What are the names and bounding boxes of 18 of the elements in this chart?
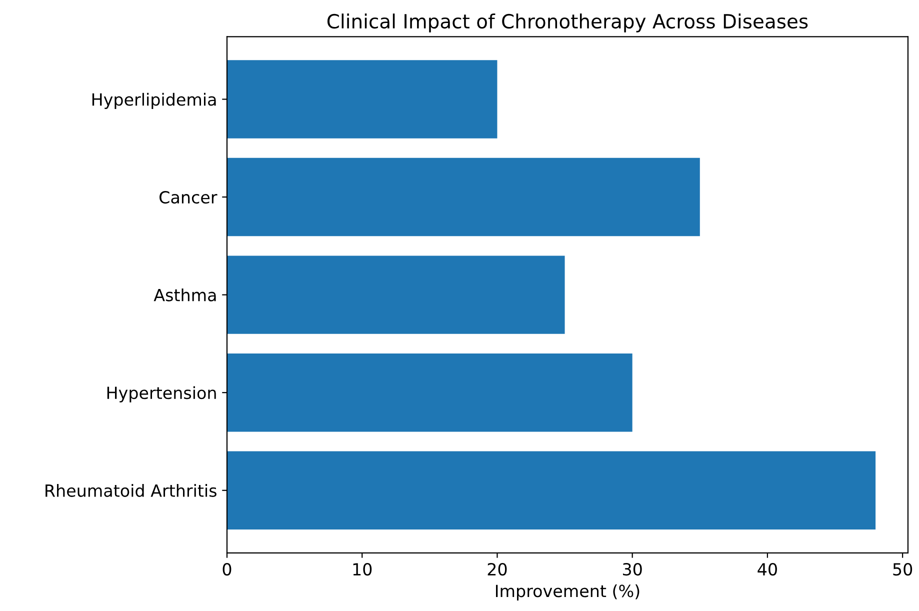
y-tick-label: Cancer — [160, 190, 218, 204]
x-tick-label: 50 — [893, 562, 912, 576]
x-axis-title: Improvement (%) — [496, 584, 640, 600]
x-tick-label: 40 — [758, 562, 777, 576]
bar — [226, 158, 700, 236]
y-tick-label: Hypertension — [107, 386, 216, 402]
bar — [226, 353, 632, 432]
bar — [226, 451, 876, 530]
y-tick-label: Rheumatoid Arthritis — [46, 484, 216, 497]
y-tick-label: Asthma — [154, 288, 216, 302]
x-tick-label: 10 — [353, 562, 372, 576]
y-tick-label: Hyperlipidemia — [92, 92, 216, 110]
x-tick-label: 0 — [222, 562, 232, 576]
bar — [226, 60, 498, 138]
x-tick-label: 30 — [623, 562, 642, 576]
chart-title: Clinical Impact of Chronotherapy Across Diseases — [327, 14, 808, 32]
x-tick-label: 20 — [488, 562, 507, 576]
bar — [226, 256, 565, 334]
